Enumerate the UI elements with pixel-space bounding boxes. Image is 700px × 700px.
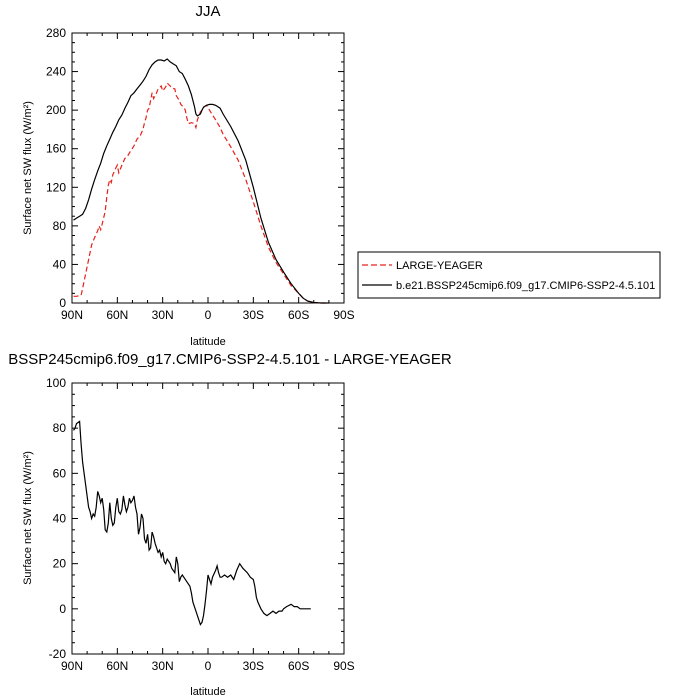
y-tick-label: 100 [46,376,66,390]
legend-box [357,251,661,299]
x-tick-label: 30N [152,308,174,322]
x-tick-label: 30S [243,308,264,322]
top-chart-title: JJA [195,3,220,20]
y-tick-label: 160 [46,142,66,156]
x-tick-label: 90S [333,308,354,322]
top-axis-ticks: 90N 60N 30N 0 30S 60S 90S 0 40 80 120 160 200 240 280 [46,26,355,322]
y-tick-label: 0 [59,602,66,616]
x-tick-label: 30S [243,659,264,673]
bottom-y-axis-label: Surface net SW flux (W/m²) [22,451,34,585]
y-tick-label: 200 [46,103,66,117]
top-y-axis-label: Surface net SW flux (W/m²) [22,101,34,235]
y-tick-label: 0 [59,296,66,310]
y-tick-label: 40 [53,257,67,271]
y-tick-label: 280 [46,26,66,40]
legend-entry-large-yeager: LARGE-YEAGER [396,260,483,272]
x-tick-label: 0 [205,308,212,322]
series-line-0-0 [73,82,329,304]
top-panel: JJA 90N 60N 30N 0 30S 60S 90S 0 40 80 120 160 200 240… [22,3,661,348]
x-tick-label: 60N [106,659,128,673]
y-tick-label: 40 [53,512,67,526]
bottom-chart-title: BSSP245cmip6.f09_g17.CMIP6-SSP2-4.5.101 … [8,351,452,368]
x-tick-label: 60S [288,659,309,673]
bottom-x-axis-label: latitude [190,686,225,698]
y-tick-label: 240 [46,65,66,79]
y-tick-label: 20 [53,557,67,571]
x-tick-label: 90N [61,659,83,673]
series-line-0-1 [73,58,329,304]
y-tick-label: 60 [53,466,67,480]
legend: LARGE-YEAGER b.e21.BSSP245cmip6.f09_g17.… [357,251,661,299]
bottom-panel: BSSP245cmip6.f09_g17.CMIP6-SSP2-4.5.101 … [8,351,452,698]
bottom-axis-ticks: 90N 60N 30N 0 30S 60S 90S -20 0 20 40 60 80 100 [46,376,355,673]
top-series-lines [73,58,329,304]
y-tick-label: 120 [46,180,66,194]
y-tick-label: 80 [53,421,67,435]
legend-entry-ssp245: b.e21.BSSP245cmip6.f09_g17.CMIP6-SSP2-4.… [396,280,655,292]
x-tick-label: 60S [288,308,309,322]
x-tick-label: 30N [152,659,174,673]
bottom-series-lines [73,420,311,626]
y-tick-label: 80 [53,219,67,233]
series-line-1-0 [73,420,311,626]
top-plot-frame [71,32,345,304]
x-tick-label: 60N [106,308,128,322]
y-tick-label: -20 [49,647,67,661]
top-x-axis-label: latitude [190,336,225,348]
bottom-plot-frame [71,382,345,655]
x-tick-label: 0 [205,659,212,673]
x-tick-label: 90N [61,308,83,322]
x-tick-label: 90S [333,659,354,673]
